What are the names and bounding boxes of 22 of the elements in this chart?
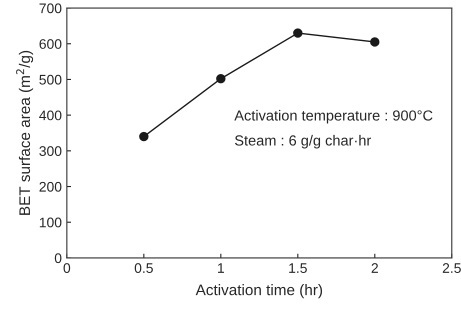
y-tick-label: 0 bbox=[54, 253, 62, 264]
x-axis-title: Activation time (hr) bbox=[196, 284, 322, 298]
y-tick-label: 300 bbox=[39, 146, 62, 156]
x-tick-label: 1 bbox=[218, 263, 224, 273]
y-tick-label: 500 bbox=[39, 74, 62, 85]
point bbox=[293, 28, 302, 38]
y-tick-label: 700 bbox=[40, 3, 62, 14]
x-tick-label: 1.5 bbox=[289, 263, 307, 273]
y-tick-label: 100 bbox=[40, 218, 62, 228]
x-tick-label: 2.5 bbox=[442, 263, 461, 273]
y-axis-title: BET surface area (m$^{2}$/g) bbox=[16, 50, 34, 215]
x-tick-label: 2 bbox=[372, 263, 378, 273]
annotation: Activation temperature : 900°C bbox=[234, 110, 432, 124]
annotation: Steam : 6 g/g char·hr bbox=[234, 134, 372, 149]
point bbox=[216, 74, 226, 84]
point bbox=[139, 132, 149, 142]
x-tick-label: 0 bbox=[64, 263, 70, 273]
y-tick-label: 600 bbox=[40, 39, 62, 49]
y-tick-label: 400 bbox=[39, 110, 62, 120]
x-tick-label: 0.5 bbox=[134, 263, 153, 273]
y-tick-label: 200 bbox=[40, 182, 62, 192]
point bbox=[370, 37, 380, 47]
